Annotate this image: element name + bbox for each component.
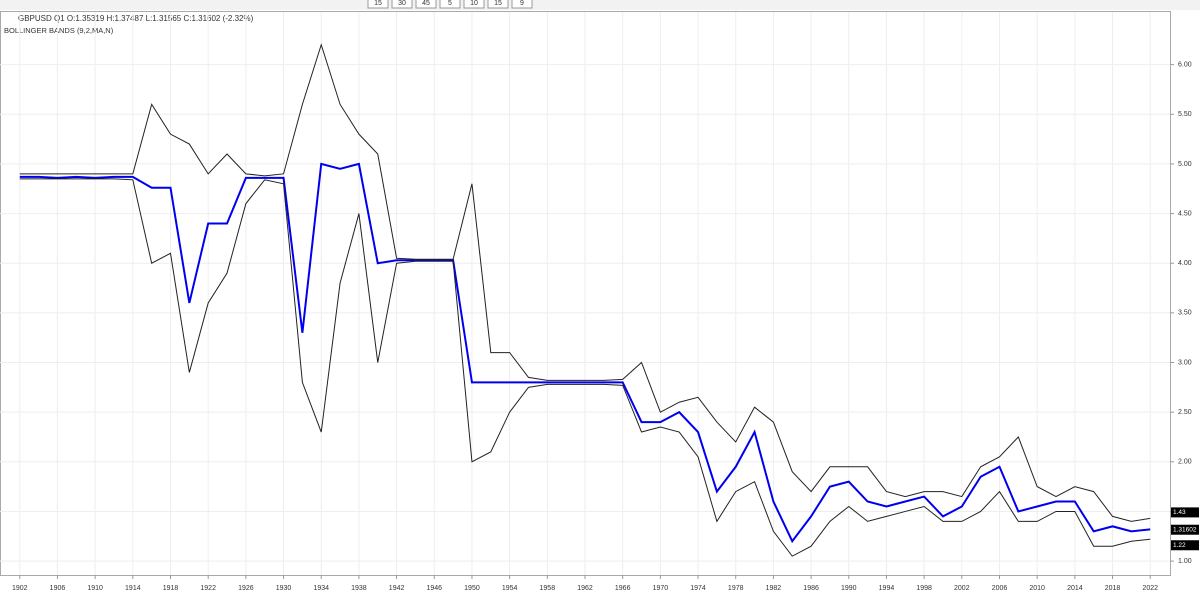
x-tick-label: 1942: [389, 585, 405, 592]
toolbar: [0, 0, 1200, 10]
toolbar-button-label[interactable]: 15: [494, 0, 502, 7]
y-tick-label: 5.50: [1178, 111, 1192, 118]
x-tick-label: 2006: [992, 585, 1008, 592]
toolbar-button-label[interactable]: 10: [470, 0, 478, 7]
x-tick-label: 1910: [87, 585, 103, 592]
chart-title: GBPUSD Q1 O:1.35319 H:1.37487 L:1.31565 …: [18, 14, 254, 23]
toolbar-button[interactable]: [415, 0, 437, 9]
x-tick-label: 1922: [200, 585, 216, 592]
price-label-box: [1171, 507, 1199, 518]
x-tick-label: 1974: [690, 585, 706, 592]
y-tick-label: 5.00: [1178, 161, 1192, 168]
x-tick-label: 1930: [276, 585, 292, 592]
x-tick-label: 1906: [50, 585, 66, 592]
price-label: 1.43: [1173, 509, 1186, 516]
x-tick-label: 1918: [163, 585, 179, 592]
y-tick-label: 3.50: [1178, 310, 1192, 317]
x-tick-label: 1990: [841, 585, 857, 592]
price-label: 1.22: [1173, 542, 1186, 549]
x-tick-label: 1978: [728, 585, 744, 592]
x-tick-label: 1902: [12, 585, 28, 592]
toolbar-button-label[interactable]: 45: [422, 0, 430, 7]
toolbar-button-label[interactable]: 30: [398, 0, 406, 7]
x-tick-label: 1934: [313, 585, 329, 592]
price-label-box: [1171, 524, 1199, 535]
y-tick-label: 2.00: [1178, 459, 1192, 466]
series-line: [19, 162, 1151, 544]
x-tick-label: 2002: [954, 585, 970, 592]
toolbar-button-label[interactable]: 15: [374, 0, 382, 7]
x-tick-label: 1994: [879, 585, 895, 592]
y-tick-label: 1.00: [1178, 558, 1192, 565]
x-tick-label: 1966: [615, 585, 631, 592]
y-tick-label: 4.00: [1178, 260, 1192, 267]
toolbar-button-label[interactable]: 9: [520, 0, 524, 7]
toolbar-button[interactable]: [487, 0, 509, 9]
x-tick-label: 1982: [766, 585, 782, 592]
x-tick-label: 2022: [1142, 585, 1158, 592]
price-label-box: [1171, 540, 1199, 551]
x-tick-label: 1950: [464, 585, 480, 592]
x-tick-label: 1970: [653, 585, 669, 592]
series-line: [19, 178, 1151, 557]
y-tick-label: 2.50: [1178, 409, 1192, 416]
x-tick-label: 1954: [502, 585, 518, 592]
y-tick-label: 3.00: [1178, 359, 1192, 366]
x-tick-label: 1938: [351, 585, 367, 592]
x-tick-label: 1986: [803, 585, 819, 592]
series-line: [19, 43, 1151, 522]
toolbar-button[interactable]: [511, 0, 533, 9]
price-label: 1.31602: [1173, 526, 1197, 533]
x-tick-label: 1998: [916, 585, 932, 592]
x-tick-label: 2014: [1067, 585, 1083, 592]
x-tick-label: 2010: [1029, 585, 1045, 592]
toolbar-button[interactable]: [463, 0, 485, 9]
toolbar-button[interactable]: [391, 0, 413, 9]
toolbar-button[interactable]: [367, 0, 389, 9]
x-tick-label: 1914: [125, 585, 141, 592]
toolbar-button[interactable]: [439, 0, 461, 9]
y-tick-label: 4.50: [1178, 210, 1192, 217]
x-tick-label: 2018: [1105, 585, 1121, 592]
indicator-label: BOLLINGER BANDS (9,2,MA,N): [4, 26, 114, 35]
x-tick-label: 1946: [426, 585, 442, 592]
x-tick-label: 1962: [577, 585, 593, 592]
x-tick-label: 1958: [540, 585, 556, 592]
x-tick-label: 1926: [238, 585, 254, 592]
toolbar-button-label[interactable]: 5: [448, 0, 452, 7]
y-tick-label: 6.00: [1178, 61, 1192, 68]
